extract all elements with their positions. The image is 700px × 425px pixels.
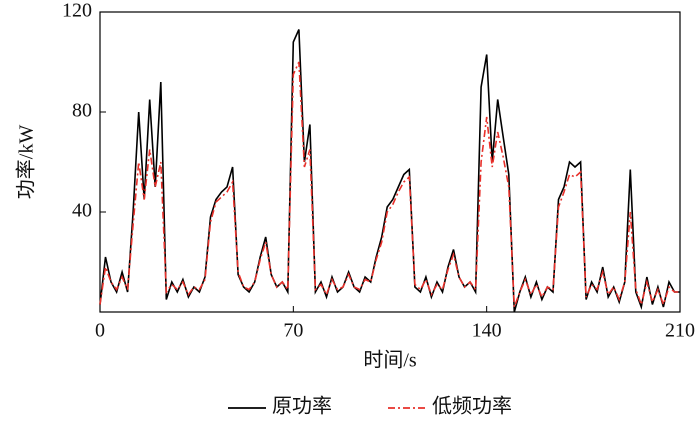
x-tick-label: 140	[472, 320, 502, 342]
y-tick-label: 80	[72, 100, 92, 122]
x-tick-label: 70	[283, 320, 303, 342]
legend-label: 低频功率	[432, 395, 512, 418]
x-axis-label: 时间/s	[363, 349, 417, 372]
x-tick-label: 210	[665, 320, 695, 342]
y-tick-label: 40	[72, 200, 92, 222]
series-line	[99, 29, 680, 313]
y-axis-label: 功率/kW	[15, 125, 38, 200]
legend-label: 原功率	[272, 395, 332, 418]
series-line	[99, 61, 680, 308]
y-tick-label: 120	[62, 0, 92, 22]
x-tick-label: 0	[95, 320, 105, 342]
plot-frame	[99, 11, 681, 313]
